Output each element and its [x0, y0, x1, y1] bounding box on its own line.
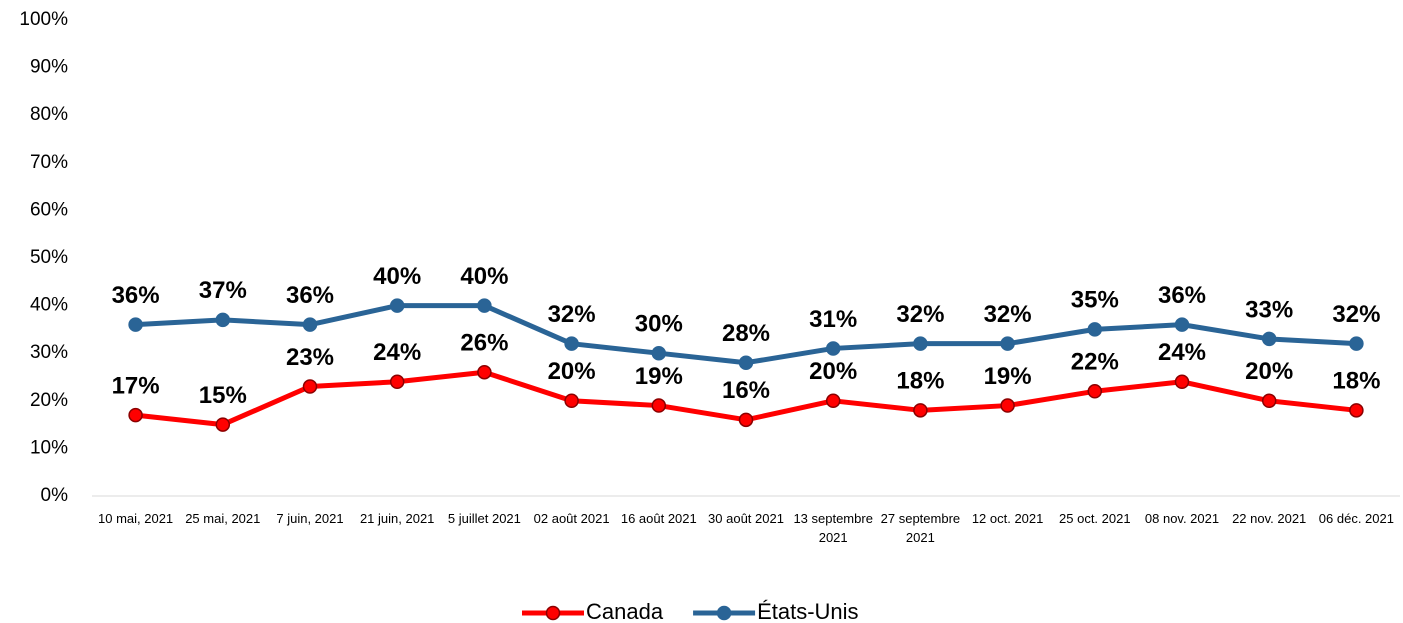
data-label: 36% — [286, 282, 334, 309]
point — [302, 379, 318, 394]
legend-item: États-Unis — [693, 599, 859, 623]
data-label: 36% — [1158, 282, 1206, 309]
x-tick-label: 12 oct. 2021 — [971, 511, 1044, 526]
y-tick-label: 20% — [30, 390, 68, 411]
y-tick-label: 50% — [30, 247, 68, 268]
x-tick-label: 25 oct. 2021 — [1059, 511, 1131, 526]
point — [1349, 336, 1364, 351]
x-tick-label: 02 août 2021 — [533, 511, 610, 526]
point — [651, 345, 667, 361]
data-label: 32% — [1332, 301, 1380, 328]
point — [913, 403, 928, 418]
point — [564, 393, 579, 409]
data-label: 26% — [460, 330, 508, 357]
point — [738, 355, 754, 370]
x-tick-label: 16 août 2021 — [620, 511, 697, 526]
point — [215, 312, 231, 328]
data-label: 18% — [1332, 368, 1380, 395]
point — [1000, 336, 1015, 351]
point — [1087, 322, 1103, 337]
legend-label: États-Unis — [757, 599, 858, 623]
point — [302, 317, 318, 332]
data-label: 19% — [635, 363, 683, 390]
y-tick-label: 100% — [19, 9, 68, 30]
point — [477, 298, 492, 313]
data-label: 19% — [984, 363, 1032, 390]
point — [389, 374, 405, 390]
x-tick-label: 22 nov. 2021 — [1232, 511, 1307, 526]
data-label: 24% — [1158, 339, 1206, 366]
x-tick-label: 7 juin, 2021 — [276, 511, 344, 526]
point — [651, 398, 667, 413]
point — [1087, 384, 1103, 399]
data-label: 18% — [896, 368, 944, 395]
data-label: 23% — [286, 344, 334, 371]
y-tick-label: 10% — [30, 437, 68, 458]
data-label: 32% — [548, 301, 596, 328]
data-label: 35% — [1071, 287, 1119, 314]
y-tick-label: 40% — [30, 295, 68, 316]
point — [825, 341, 841, 356]
point — [1174, 374, 1190, 390]
y-tick-label: 0% — [41, 485, 69, 506]
y-tick-label: 70% — [30, 152, 68, 173]
data-label: 32% — [896, 301, 944, 328]
point — [477, 364, 492, 380]
legend-item: Canada — [522, 599, 664, 623]
point — [1261, 331, 1277, 347]
data-label: 16% — [722, 377, 770, 404]
point — [128, 317, 143, 332]
data-label: 30% — [635, 311, 683, 338]
data-label: 17% — [112, 372, 160, 399]
data-label: 20% — [809, 358, 857, 385]
data-label: 32% — [984, 301, 1032, 328]
x-tick-label: 10 mai, 2021 — [98, 511, 174, 526]
point — [564, 336, 579, 351]
point — [825, 393, 841, 409]
data-label: 31% — [809, 306, 857, 333]
point — [913, 336, 928, 351]
x-tick-label: 25 mai, 2021 — [185, 511, 261, 526]
y-tick-label: 80% — [30, 104, 68, 125]
x-tick-label: 30 août 2021 — [708, 511, 784, 526]
data-label: 28% — [722, 320, 770, 347]
point — [738, 412, 754, 428]
data-label: 22% — [1071, 349, 1119, 376]
point — [1349, 403, 1364, 418]
y-tick-label: 60% — [30, 199, 68, 220]
point — [1174, 317, 1190, 332]
legend-label: Canada — [586, 599, 664, 623]
y-tick-label: 90% — [30, 57, 68, 78]
data-label: 40% — [373, 263, 421, 290]
x-tick-label: 27 septembre 2021 — [880, 511, 961, 545]
x-tick-label: 13 septembre 2021 — [793, 511, 873, 545]
data-label: 36% — [112, 282, 160, 309]
data-label: 15% — [199, 382, 247, 409]
data-label: 20% — [548, 358, 596, 385]
x-tick-label: 06 déc. 2021 — [1318, 511, 1394, 526]
point — [128, 407, 143, 423]
data-label: 40% — [460, 263, 508, 290]
point — [1000, 398, 1015, 413]
data-label: 33% — [1245, 296, 1293, 323]
x-tick-label: 08 nov. 2021 — [1144, 511, 1220, 526]
data-label: 20% — [1245, 358, 1293, 385]
point — [389, 298, 405, 313]
x-tick-label: 21 juin, 2021 — [359, 511, 435, 526]
point — [215, 417, 231, 432]
x-tick-label: 5 juillet 2021 — [447, 511, 521, 526]
legend-marker — [716, 605, 732, 621]
y-tick-label: 30% — [30, 342, 68, 363]
data-label: 24% — [373, 339, 421, 366]
legend-marker — [545, 605, 561, 621]
point — [1261, 393, 1277, 409]
data-label: 37% — [199, 277, 247, 304]
